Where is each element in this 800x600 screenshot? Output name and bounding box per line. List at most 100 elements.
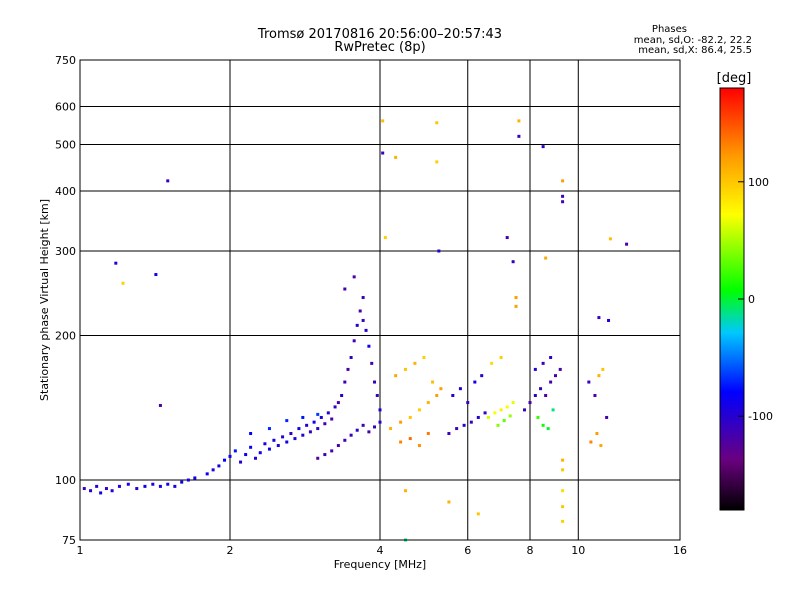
data-point <box>455 427 459 431</box>
data-point <box>435 121 439 125</box>
data-point <box>431 380 435 384</box>
data-point <box>447 432 451 436</box>
data-point <box>544 256 548 260</box>
data-point <box>99 491 103 495</box>
y-tick-label: 300 <box>55 245 76 258</box>
data-point <box>249 432 253 436</box>
data-point <box>426 401 430 405</box>
x-axis-ticks: 1 2 4 6 8 10 16 <box>77 544 688 557</box>
data-point <box>308 430 312 434</box>
data-point <box>561 194 565 198</box>
phases-heading: Phases <box>651 24 687 35</box>
data-point <box>549 355 553 359</box>
data-point <box>361 423 365 427</box>
data-point <box>605 415 609 419</box>
data-point <box>394 155 398 159</box>
phase-colorbar: [deg] 100 0 -100 <box>717 71 773 511</box>
data-point <box>135 487 139 491</box>
data-point <box>451 394 455 398</box>
data-point <box>173 484 177 488</box>
data-point <box>223 458 227 462</box>
data-point <box>121 281 125 285</box>
data-point <box>316 427 320 431</box>
data-point <box>239 460 243 464</box>
data-point <box>336 444 340 448</box>
data-point <box>439 387 443 391</box>
data-point <box>499 408 503 412</box>
plot-grid <box>80 60 680 540</box>
y-tick-label: 750 <box>55 54 76 67</box>
data-point <box>541 145 545 149</box>
data-point <box>319 415 323 419</box>
x-axis-label: Frequency [MHz] <box>334 558 426 571</box>
data-point <box>293 437 297 441</box>
data-point <box>340 394 344 398</box>
data-point <box>514 296 518 300</box>
data-point <box>595 432 599 436</box>
data-point <box>499 355 503 359</box>
colorbar-label: [deg] <box>717 71 752 86</box>
data-point <box>205 472 209 476</box>
data-point <box>493 411 497 415</box>
data-point <box>561 200 565 204</box>
data-point <box>546 427 550 431</box>
data-point <box>373 380 377 384</box>
data-point <box>166 179 170 183</box>
data-point <box>333 405 337 409</box>
data-point <box>544 394 548 398</box>
data-point <box>399 440 403 444</box>
data-point <box>358 309 362 313</box>
data-point <box>558 367 562 371</box>
data-point <box>536 415 540 419</box>
phases-x-mode-stats: mean, sd,X: 86.4, 25.5 <box>638 45 752 56</box>
data-point <box>375 394 379 398</box>
x-tick-label: 4 <box>377 544 384 557</box>
data-point <box>511 401 515 405</box>
data-point <box>403 367 407 371</box>
plot-data-points <box>82 119 629 542</box>
data-point <box>403 489 407 493</box>
data-point <box>316 412 320 416</box>
data-point <box>394 374 398 378</box>
y-tick-label: 75 <box>62 534 76 547</box>
data-point <box>469 420 473 424</box>
data-point <box>301 433 305 437</box>
data-point <box>151 482 155 486</box>
x-tick-label: 6 <box>464 544 471 557</box>
data-point <box>158 403 162 407</box>
data-point <box>143 484 147 488</box>
data-point <box>523 408 527 412</box>
data-point <box>95 484 99 488</box>
y-tick-label: 100 <box>55 474 76 487</box>
data-point <box>297 427 301 431</box>
data-point <box>490 361 494 365</box>
data-point <box>330 417 334 421</box>
y-axis-label: Stationary phase Virtual Height [km] <box>38 199 51 401</box>
data-point <box>349 355 353 359</box>
phases-o-mode-stats: mean, sd,O: -82.2, 22.2 <box>633 35 752 46</box>
data-point <box>413 361 417 365</box>
data-point <box>343 438 347 442</box>
data-point <box>343 380 347 384</box>
data-point <box>82 487 86 491</box>
plot-frame <box>79 59 681 541</box>
data-point <box>458 387 462 391</box>
data-point <box>349 433 353 437</box>
y-tick-label: 600 <box>55 101 76 114</box>
data-point <box>422 355 426 359</box>
data-point <box>496 423 500 427</box>
data-point <box>117 484 121 488</box>
data-point <box>517 119 521 123</box>
data-point <box>263 442 267 446</box>
data-point <box>233 449 237 453</box>
data-point <box>599 444 603 448</box>
data-point <box>186 478 190 482</box>
data-point <box>417 408 421 412</box>
data-point <box>383 236 387 240</box>
data-point <box>601 367 605 371</box>
data-point <box>193 476 197 480</box>
data-point <box>539 387 543 391</box>
data-point <box>367 430 371 434</box>
data-point <box>364 328 368 332</box>
data-point <box>551 408 555 412</box>
